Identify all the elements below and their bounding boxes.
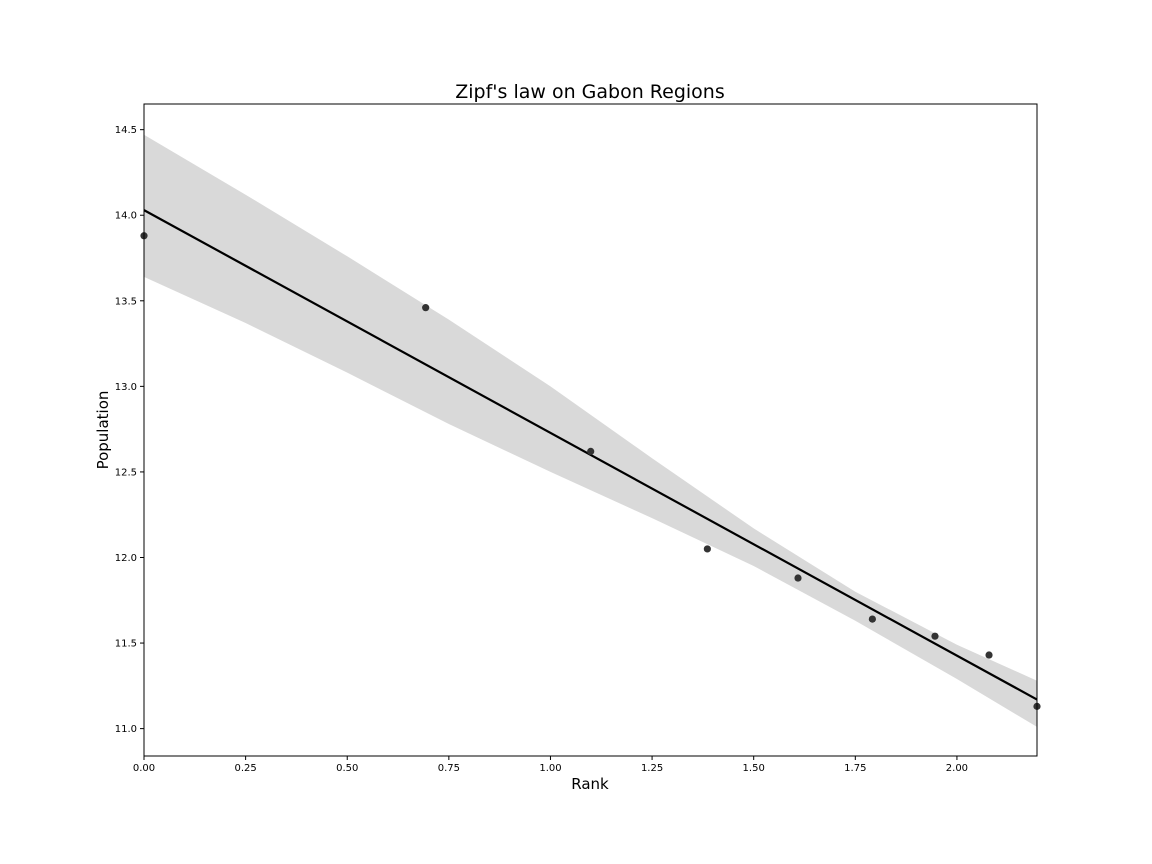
plot-area [140, 134, 1041, 727]
plot-frame [143, 103, 1038, 757]
y-tick-label: 14.5 [115, 125, 137, 136]
chart-title: Zipf's law on Gabon Regions [455, 81, 725, 103]
x-tick-label: 0.25 [234, 763, 256, 774]
x-tick-label: 1.75 [844, 763, 866, 774]
data-point [985, 651, 993, 659]
data-point [868, 615, 876, 623]
data-point [931, 632, 939, 640]
confidence-band [144, 134, 1037, 727]
y-tick-label: 14.0 [115, 211, 137, 222]
y-axis: 11.0 11.5 12.0 12.5 13.0 13.5 14.0 14.5 [115, 125, 144, 735]
x-axis: 0.00 0.25 0.50 0.75 1.00 1.25 1.50 1.75 2.00 [133, 756, 968, 774]
y-tick-label: 11.0 [115, 724, 137, 735]
data-point [422, 304, 430, 312]
y-tick-label: 11.5 [115, 639, 137, 650]
x-axis-label: Rank [571, 775, 609, 793]
x-tick-label: 1.25 [641, 763, 663, 774]
y-tick-label: 12.0 [115, 553, 137, 564]
x-tick-label: 0.50 [336, 763, 358, 774]
data-point [587, 447, 595, 455]
y-tick-label: 12.5 [115, 467, 137, 478]
x-tick-label: 1.00 [539, 763, 561, 774]
x-tick-label: 2.00 [946, 763, 968, 774]
y-axis-label: Population [94, 391, 112, 470]
x-tick-label: 0.75 [438, 763, 460, 774]
x-tick-label: 1.50 [743, 763, 765, 774]
data-point [794, 574, 802, 582]
x-tick-label: 0.00 [133, 763, 155, 774]
data-point [703, 545, 711, 553]
y-tick-label: 13.0 [115, 382, 137, 393]
y-tick-label: 13.5 [115, 296, 137, 307]
